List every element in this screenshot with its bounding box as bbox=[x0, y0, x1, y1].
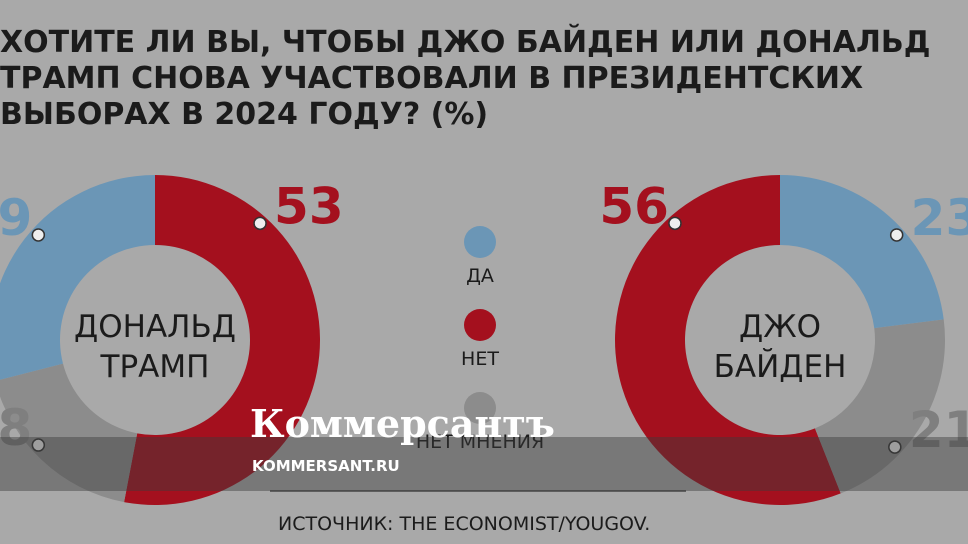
watermark-site: KOMMERSANT.RU bbox=[252, 457, 400, 475]
value-label: 29 bbox=[0, 189, 32, 247]
donut-segment bbox=[814, 319, 945, 494]
watermark-band bbox=[0, 437, 968, 491]
center-label: БАЙДЕН bbox=[714, 349, 847, 385]
value-label: 23 bbox=[911, 189, 968, 247]
donut-segment bbox=[124, 175, 321, 505]
legend-swatch bbox=[464, 226, 496, 258]
label-dot bbox=[888, 440, 902, 454]
label-dot bbox=[31, 438, 46, 452]
source: ИСТОЧНИК: THE ECONOMIST/YOUGOV. bbox=[278, 513, 650, 535]
center-label: ДОНАЛЬД bbox=[74, 309, 236, 345]
watermark-brand: Коммерсантъ bbox=[250, 401, 555, 446]
legend-swatch bbox=[464, 392, 496, 424]
label-dot bbox=[253, 216, 267, 231]
center-label: ДЖО bbox=[739, 309, 821, 345]
donut-segment bbox=[0, 363, 138, 503]
value-label: 21 bbox=[909, 401, 968, 459]
label-dot bbox=[889, 228, 904, 242]
value-label: 53 bbox=[274, 177, 344, 235]
legend-swatch bbox=[464, 309, 496, 341]
title-line: ВЫБОРАХ В 2024 ГОДУ? (%) bbox=[0, 97, 488, 132]
center-label: ТРАМП bbox=[100, 349, 210, 385]
donut-segment bbox=[0, 175, 155, 380]
label-dot bbox=[668, 216, 682, 231]
title-line: ТРАМП СНОВА УЧАСТВОВАЛИ В ПРЕЗИДЕНТСКИХ bbox=[0, 61, 863, 96]
title-line: ХОТИТЕ ЛИ ВЫ, ЧТОБЫ ДЖО БАЙДЕН ИЛИ ДОНАЛ… bbox=[0, 24, 930, 60]
value-label: 18 bbox=[0, 399, 32, 457]
donut-segment bbox=[780, 175, 944, 329]
legend-label: НЕТ bbox=[461, 348, 499, 370]
label-dot bbox=[31, 228, 46, 242]
value-label: 56 bbox=[599, 177, 669, 235]
legend-label: ДА bbox=[466, 265, 494, 287]
legend-label: НЕТ МНЕНИЯ bbox=[416, 431, 544, 453]
donut-segment bbox=[614, 174, 841, 505]
